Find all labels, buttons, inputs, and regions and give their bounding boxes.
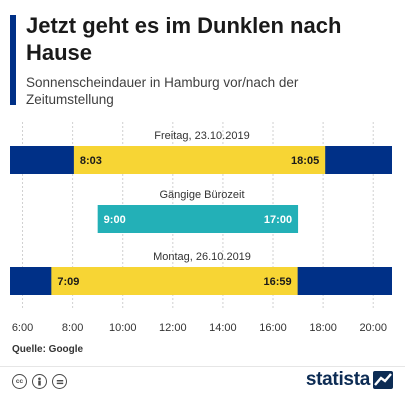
sunshine-chart: Freitag, 23.10.2019 8:03 18:05 Gängige Büro…	[10, 122, 392, 334]
x-tick-label: 12:00	[159, 322, 187, 334]
x-tick-label: 14:00	[209, 322, 237, 334]
row-label: Gängige Bürozeit	[160, 189, 245, 201]
source-note: Quelle: Google	[12, 344, 84, 355]
title-accent-bar	[10, 15, 16, 105]
x-tick-label: 20:00	[359, 322, 387, 334]
statista-logo[interactable]: statista	[306, 369, 393, 391]
bar-end-label: 17:00	[264, 214, 292, 226]
x-tick-label: 8:00	[62, 322, 83, 334]
x-tick-label: 16:00	[259, 322, 287, 334]
footer-divider	[0, 366, 405, 367]
row-label: Freitag, 23.10.2019	[154, 130, 249, 142]
chart-subtitle: Sonnenscheindauer in Hamburg vor/nach de…	[26, 75, 299, 107]
bar-start-label: 8:03	[80, 155, 102, 167]
bar-start-label: 7:09	[57, 276, 79, 288]
person-icon[interactable]	[32, 374, 47, 389]
x-tick-label: 10:00	[109, 322, 137, 334]
brand-name: statista	[305, 369, 370, 390]
bar-end-label: 16:59	[264, 276, 292, 288]
equals-icon[interactable]	[52, 374, 67, 389]
office-hours-bar	[97, 205, 299, 233]
license-icons: cc	[12, 374, 67, 389]
bar-start-label: 9:00	[104, 214, 126, 226]
x-tick-label: 18:00	[309, 322, 337, 334]
row-label: Montag, 26.10.2019	[153, 251, 251, 263]
cc-icon[interactable]: cc	[12, 374, 27, 389]
statista-wave-icon	[373, 371, 393, 389]
bar-end-label: 18:05	[291, 155, 319, 167]
x-tick-label: 6:00	[12, 322, 33, 334]
daylight-bar	[51, 267, 298, 295]
chart-title: Jetzt geht es im Dunklen nach Hause	[26, 13, 342, 65]
daylight-bar	[73, 146, 326, 174]
